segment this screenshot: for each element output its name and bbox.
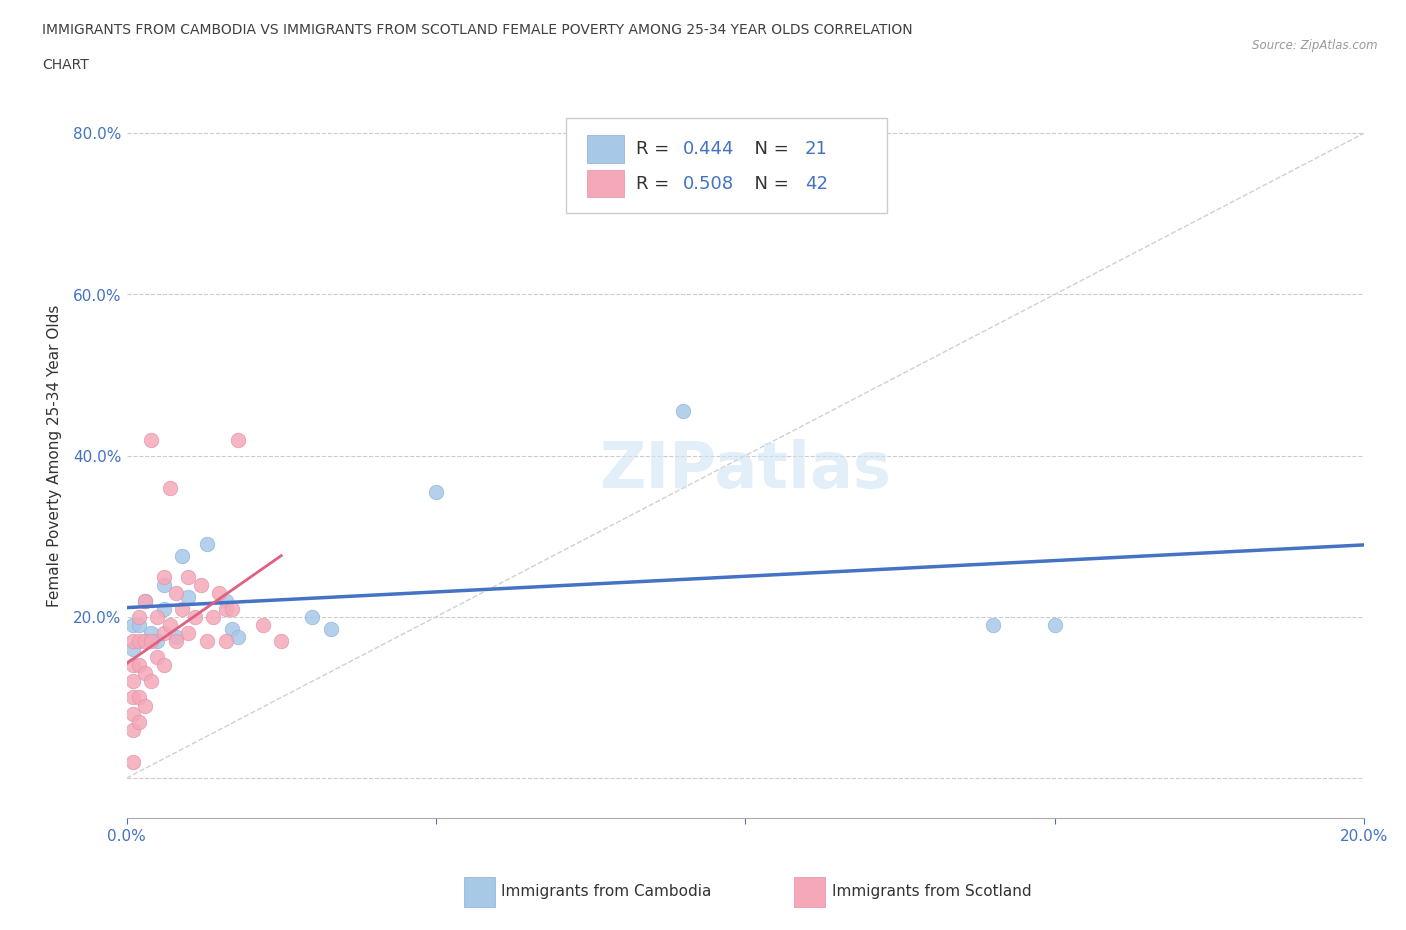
Point [152, 658, 174, 672]
Point [141, 432, 163, 447]
Point [128, 658, 150, 672]
Point [134, 593, 156, 608]
Point [195, 537, 218, 551]
Point [172, 602, 194, 617]
Point [152, 626, 174, 641]
FancyBboxPatch shape [586, 170, 624, 197]
Text: 0.508: 0.508 [683, 175, 734, 193]
Point [141, 626, 163, 641]
Point [226, 432, 249, 447]
Point [121, 633, 143, 648]
Point [190, 578, 212, 592]
Point [141, 674, 163, 689]
Point [177, 590, 200, 604]
Point [214, 593, 236, 608]
Point [128, 618, 150, 632]
Text: R =: R = [637, 140, 675, 158]
Text: R =: R = [637, 175, 675, 193]
Point [177, 569, 200, 584]
FancyBboxPatch shape [586, 135, 624, 163]
Point [121, 658, 143, 672]
Point [221, 621, 243, 636]
Text: N =: N = [742, 140, 794, 158]
Point [159, 618, 181, 632]
Point [226, 630, 249, 644]
Point [165, 630, 187, 644]
Point [121, 754, 143, 769]
Point [981, 618, 1004, 632]
Point [1043, 618, 1066, 632]
Point [152, 569, 174, 584]
Point [221, 602, 243, 617]
Point [128, 633, 150, 648]
Point [146, 609, 169, 624]
Point [128, 690, 150, 705]
Point [146, 633, 169, 648]
Text: Source: ZipAtlas.com: Source: ZipAtlas.com [1253, 39, 1378, 52]
Point [183, 609, 205, 624]
Point [121, 642, 143, 657]
Point [134, 666, 156, 681]
Point [121, 706, 143, 721]
Point [425, 485, 447, 499]
Point [165, 633, 187, 648]
Text: ZIPatlas: ZIPatlas [599, 439, 891, 501]
Point [121, 723, 143, 737]
Point [128, 714, 150, 729]
Point [165, 585, 187, 600]
Text: Immigrants from Scotland: Immigrants from Scotland [832, 884, 1032, 899]
Text: Immigrants from Cambodia: Immigrants from Cambodia [501, 884, 711, 899]
Y-axis label: Female Poverty Among 25-34 Year Olds: Female Poverty Among 25-34 Year Olds [46, 304, 62, 607]
Point [146, 650, 169, 665]
Point [172, 549, 194, 564]
Text: 21: 21 [804, 140, 828, 158]
FancyBboxPatch shape [565, 118, 887, 213]
Point [270, 633, 292, 648]
Point [159, 481, 181, 496]
Text: 0.444: 0.444 [683, 140, 735, 158]
Point [134, 593, 156, 608]
Point [152, 578, 174, 592]
Text: IMMIGRANTS FROM CAMBODIA VS IMMIGRANTS FROM SCOTLAND FEMALE POVERTY AMONG 25-34 : IMMIGRANTS FROM CAMBODIA VS IMMIGRANTS F… [42, 23, 912, 37]
Point [152, 602, 174, 617]
Point [128, 609, 150, 624]
Point [202, 609, 225, 624]
Point [252, 618, 274, 632]
Text: CHART: CHART [42, 58, 89, 72]
Point [177, 626, 200, 641]
Point [208, 585, 231, 600]
Point [214, 602, 236, 617]
Point [121, 674, 143, 689]
Text: N =: N = [742, 175, 794, 193]
Text: 42: 42 [804, 175, 828, 193]
Point [195, 633, 218, 648]
Point [672, 404, 695, 418]
Point [134, 698, 156, 713]
Point [301, 609, 323, 624]
Point [319, 621, 342, 636]
Point [121, 690, 143, 705]
Point [141, 633, 163, 648]
Point [121, 618, 143, 632]
Point [134, 633, 156, 648]
Point [214, 633, 236, 648]
